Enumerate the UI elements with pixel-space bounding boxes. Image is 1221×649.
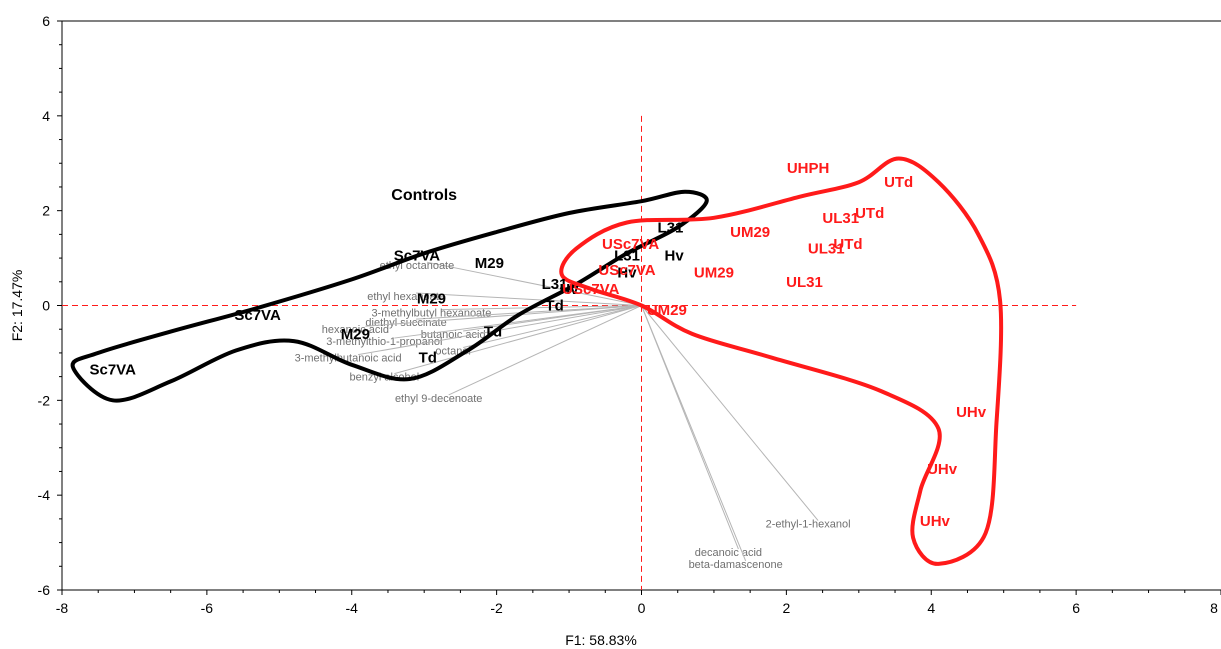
x-tick-label: 8	[1210, 600, 1218, 616]
x-tick-label: -8	[56, 600, 69, 616]
y-tick-label: 2	[42, 203, 50, 219]
observation-label: UHPH	[787, 160, 830, 177]
y-tick-label: -6	[38, 582, 51, 598]
variable-vector	[416, 292, 642, 306]
variable-vector	[365, 305, 642, 327]
variable-label: ethyl 9-decenoate	[395, 393, 482, 405]
observation-label: UHv	[927, 461, 958, 478]
observation-label: USc7VA	[562, 281, 619, 298]
y-tick-label: 4	[42, 108, 50, 124]
observation-label: Hv	[665, 248, 685, 265]
variable-label: 3-methylbutanoic acid	[295, 353, 402, 365]
observation-label: Sc7VA	[394, 248, 441, 265]
observation-label: UTd	[833, 236, 862, 253]
variable-vector	[426, 261, 642, 306]
observation-label: UHv	[956, 404, 987, 421]
observation-label: Td	[419, 350, 437, 367]
observation-label: UTd	[855, 205, 884, 222]
reference-lines	[62, 115, 1077, 590]
variable-vector	[641, 305, 819, 521]
variable-vector	[394, 305, 642, 339]
x-tick-label: 0	[638, 600, 646, 616]
observation-label: Td	[545, 298, 563, 315]
observation-label: Hv	[617, 264, 637, 281]
group-label: Controls	[391, 187, 457, 204]
observation-label: UL31	[786, 274, 823, 291]
observation-label: M29	[341, 326, 370, 343]
observation-label: L31	[658, 219, 684, 236]
observation-label: UM29	[730, 224, 770, 241]
observation-label: Hv	[559, 281, 579, 298]
variable-label: beta-damascenone	[689, 559, 783, 571]
group-outlines	[70, 156, 1004, 566]
variable-label: decanoic acid	[695, 547, 762, 559]
observation-label: UL31	[808, 241, 845, 258]
variable-label: hexanoic acid	[322, 324, 389, 336]
variable-vector	[416, 305, 642, 320]
x-tick-label: 2	[782, 600, 790, 616]
x-tick-label: -2	[490, 600, 503, 616]
observation-label: USc7VA	[602, 236, 659, 253]
variable-vector	[448, 305, 642, 396]
observation-label: M29	[417, 290, 446, 307]
controls-outline	[70, 189, 709, 403]
variable-label: 2-ethyl-1-hexanol	[766, 519, 851, 531]
variable-vector	[641, 305, 747, 562]
observation-label: UL31	[822, 210, 859, 227]
x-tick-label: -4	[346, 600, 359, 616]
observation-label: Sc7VA	[234, 307, 281, 324]
observation-label: L31	[614, 248, 640, 265]
y-tick-label: -4	[38, 487, 51, 503]
observation-label: M29	[475, 255, 504, 272]
x-tick-label: -6	[201, 600, 214, 616]
observation-label: USc7VA	[598, 262, 655, 279]
variable-vector	[394, 305, 642, 375]
x-axis-title: F1: 58.83%	[565, 632, 637, 648]
treated-outline	[559, 156, 1004, 566]
ticks: -8 -6 -4 -2 0 2 4 6 8 -6 -4 -2 0 2 4 6	[38, 13, 1221, 616]
variable-label: ethyl hexanoate	[367, 291, 445, 303]
x-tick-label: 4	[927, 600, 935, 616]
y-tick-label: -2	[38, 392, 51, 408]
variable-vector	[441, 305, 642, 311]
variable-vector	[463, 305, 642, 349]
observation-label: Td	[484, 324, 502, 341]
observation-label: UTd	[884, 174, 913, 191]
observation-label: UM29	[647, 302, 687, 319]
observation-label: UM29	[694, 264, 734, 281]
observation-label: Sc7VA	[89, 362, 136, 379]
group-labels: Controls	[391, 187, 457, 204]
observation-label: L31	[542, 276, 568, 293]
y-tick-label: 0	[42, 298, 50, 314]
x-tick-label: 6	[1072, 600, 1080, 616]
y-axis-title: F2: 17.47%	[9, 270, 25, 342]
y-tick-label: 6	[42, 13, 50, 29]
observation-label: UHv	[920, 513, 951, 530]
